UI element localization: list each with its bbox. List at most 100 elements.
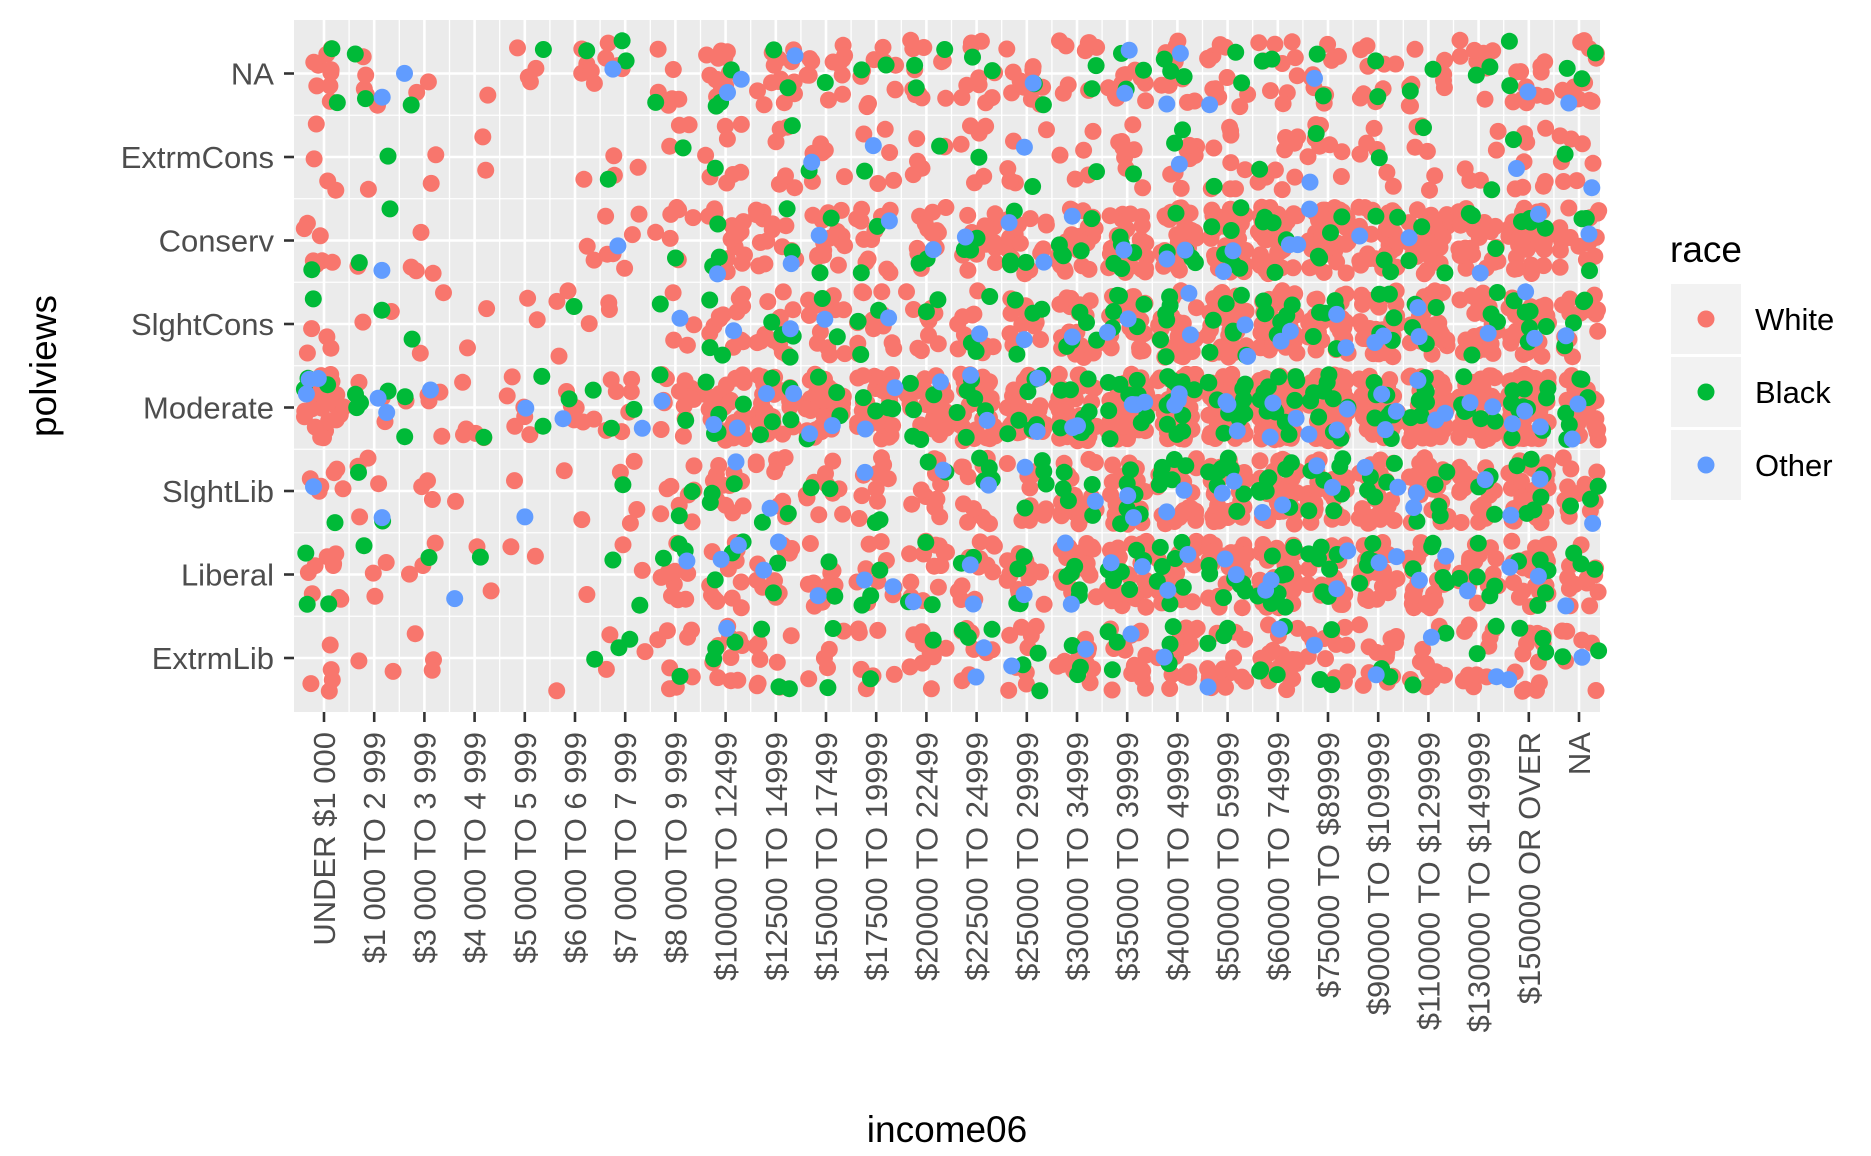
point-white [377, 554, 395, 571]
point-white [1555, 173, 1573, 190]
point-black [1122, 461, 1139, 479]
point-white [1485, 425, 1503, 443]
point-white [1084, 122, 1102, 140]
point-other [1171, 44, 1189, 62]
point-white [1467, 548, 1485, 566]
y-tick-label-na: NA [231, 57, 274, 92]
point-white [985, 234, 1003, 252]
point-black [1257, 482, 1275, 500]
point-black [1455, 368, 1473, 386]
point-white [324, 557, 342, 574]
point-white [903, 495, 921, 513]
point-black [1071, 658, 1089, 676]
point-black [1488, 284, 1506, 301]
point-white [756, 255, 774, 273]
point-white [1402, 97, 1419, 115]
point-white [869, 492, 886, 510]
point-black [852, 264, 870, 282]
point-black [824, 620, 842, 637]
y-axis: ExtrmLib Liberal SlghtLib Moderate SlghtCons… [121, 57, 294, 676]
point-white [1300, 314, 1318, 332]
point-black [1333, 208, 1351, 226]
point-black [584, 381, 602, 399]
point-white [555, 462, 573, 480]
point-other [1029, 369, 1047, 387]
x-tick-label-50000-to-59999: $50000 TO 59999 [1211, 732, 1246, 981]
point-white [1035, 595, 1053, 613]
point-black [1486, 505, 1504, 523]
point-white [1589, 322, 1607, 340]
point-black [910, 254, 928, 272]
point-other [1328, 580, 1346, 598]
point-black [1035, 462, 1053, 480]
point-white [774, 283, 792, 301]
point-white [1404, 587, 1421, 605]
point-other [1301, 173, 1319, 191]
point-white [1535, 234, 1553, 252]
point-black [1205, 177, 1223, 195]
point-black [1288, 372, 1306, 389]
point-white [876, 120, 894, 138]
point-black [954, 621, 971, 639]
point-white [953, 672, 971, 690]
point-white [1560, 199, 1578, 217]
point-other [1102, 554, 1120, 572]
point-white [1456, 464, 1473, 482]
point-other [1169, 391, 1187, 409]
point-black [1582, 490, 1599, 508]
point-white [401, 565, 418, 583]
point-other [727, 453, 745, 471]
point-black [671, 667, 689, 685]
point-white [674, 427, 692, 445]
point-white [636, 643, 654, 661]
point-black [907, 79, 925, 97]
point-white [550, 347, 568, 365]
point-black [1121, 581, 1139, 598]
point-white [683, 668, 701, 686]
point-white [1512, 63, 1530, 81]
point-black [871, 561, 889, 579]
point-white [782, 627, 800, 645]
point-white [1452, 514, 1470, 531]
point-white [578, 586, 596, 603]
point-white [323, 671, 341, 689]
point-white [1073, 257, 1091, 275]
point-black [1006, 291, 1024, 309]
point-black [613, 32, 631, 50]
point-white [878, 260, 896, 278]
point-black [983, 620, 1001, 638]
point-black [1481, 587, 1499, 605]
point-black [710, 248, 728, 266]
point-black [781, 348, 799, 366]
point-white [407, 262, 425, 280]
point-white [747, 637, 765, 655]
point-black [381, 200, 399, 218]
point-black [1437, 624, 1455, 642]
point-white [664, 284, 682, 302]
point-white [614, 536, 632, 554]
point-other [886, 379, 904, 397]
point-black [906, 56, 924, 74]
point-white [1532, 63, 1550, 81]
point-white [1589, 583, 1607, 601]
point-black [1083, 80, 1101, 98]
point-white [1121, 205, 1139, 223]
point-white [1032, 331, 1049, 348]
x-tick-label-90000-to-109999: $90000 TO $109999 [1361, 732, 1396, 1015]
point-black [617, 52, 635, 70]
point-white [628, 501, 646, 518]
point-black [1515, 380, 1533, 398]
point-other [1155, 648, 1173, 666]
point-black [578, 42, 596, 60]
point-black [884, 400, 902, 418]
point-white [433, 427, 451, 445]
point-black [1423, 538, 1441, 556]
point-white [865, 320, 882, 338]
point-white [447, 492, 464, 510]
point-black [1108, 633, 1126, 651]
point-white [305, 53, 323, 71]
point-black [1017, 253, 1035, 271]
point-white [929, 578, 947, 596]
point-white [701, 324, 719, 342]
point-black [970, 148, 988, 166]
